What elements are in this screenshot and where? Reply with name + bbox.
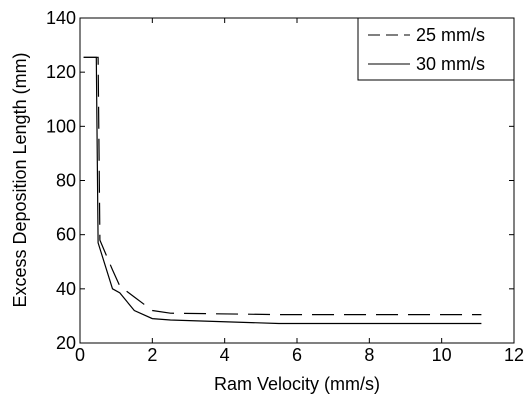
- x-tick-label: 2: [147, 345, 157, 365]
- y-axis-label: Excess Deposition Length (mm): [10, 52, 30, 307]
- y-axis-ticks: 20 40 60 80 100 120 140: [46, 8, 514, 353]
- y-tick-label: 120: [46, 62, 76, 82]
- x-tick-label: 0: [75, 345, 85, 365]
- series-line-30mm: [83, 56, 482, 325]
- y-tick-label: 60: [56, 225, 76, 245]
- x-tick-label: 4: [220, 345, 230, 365]
- y-tick-label: 80: [56, 171, 76, 191]
- y-tick-label: 40: [56, 279, 76, 299]
- series-line-25mm: [83, 56, 482, 316]
- x-tick-label: 12: [504, 345, 524, 365]
- legend-box: [357, 17, 515, 81]
- x-tick-label: 8: [364, 345, 374, 365]
- series-layer: [83, 56, 482, 325]
- legend-label-30mm: 30 mm/s: [416, 54, 485, 74]
- legend-label-25mm: 25 mm/s: [416, 25, 485, 45]
- y-tick-label: 20: [56, 333, 76, 353]
- x-axis-ticks: 0 2 4 6 8 10 12: [75, 18, 524, 365]
- y-tick-label: 100: [46, 116, 76, 136]
- x-tick-label: 6: [292, 345, 302, 365]
- x-tick-label: 10: [432, 345, 452, 365]
- y-tick-label: 140: [46, 8, 76, 28]
- legend: 25 mm/s 30 mm/s: [357, 17, 515, 81]
- x-axis-label: Ram Velocity (mm/s): [214, 374, 380, 394]
